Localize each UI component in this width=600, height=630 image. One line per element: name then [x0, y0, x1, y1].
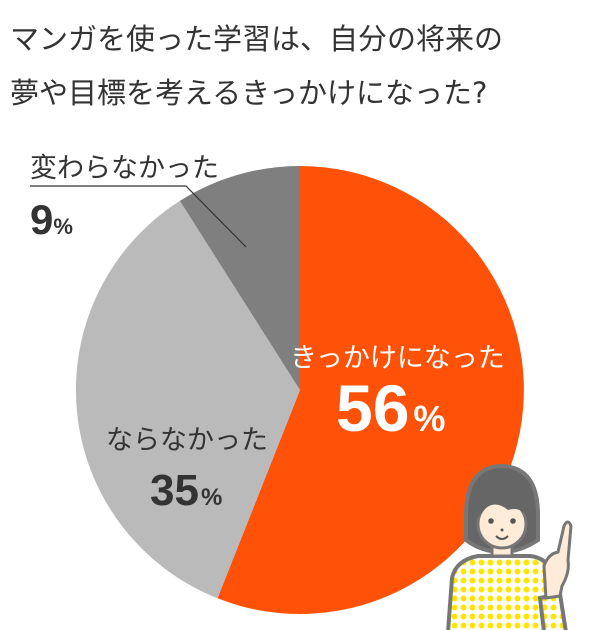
label-became-value: 56	[336, 371, 410, 445]
woman-pointing-up-icon	[446, 463, 573, 630]
label-became-pct: 56%	[336, 370, 445, 446]
label-not-value: 35	[150, 466, 199, 515]
label-not-unit: %	[200, 484, 223, 511]
label-unchanged-value: 9	[30, 196, 54, 243]
slice-not	[75, 200, 300, 599]
label-not-pct: 35%	[150, 466, 222, 516]
label-unchanged-pct: 9%	[30, 196, 73, 244]
chart-title-line-2: 夢や目標を考えるきっかけになった?	[10, 76, 488, 110]
chart-title-line-1: マンガを使った学習は、自分の将来の	[10, 22, 504, 56]
slice-became	[217, 166, 524, 614]
label-unchanged-unit: %	[53, 214, 73, 239]
label-became-name: きっかけになった	[290, 343, 505, 374]
label-became-unit: %	[413, 398, 446, 439]
leader-line	[30, 185, 247, 248]
label-not-name: ならなかった	[106, 425, 268, 456]
label-unchanged-name: 変わらなかった	[30, 153, 219, 184]
slice-unchanged	[179, 166, 300, 390]
